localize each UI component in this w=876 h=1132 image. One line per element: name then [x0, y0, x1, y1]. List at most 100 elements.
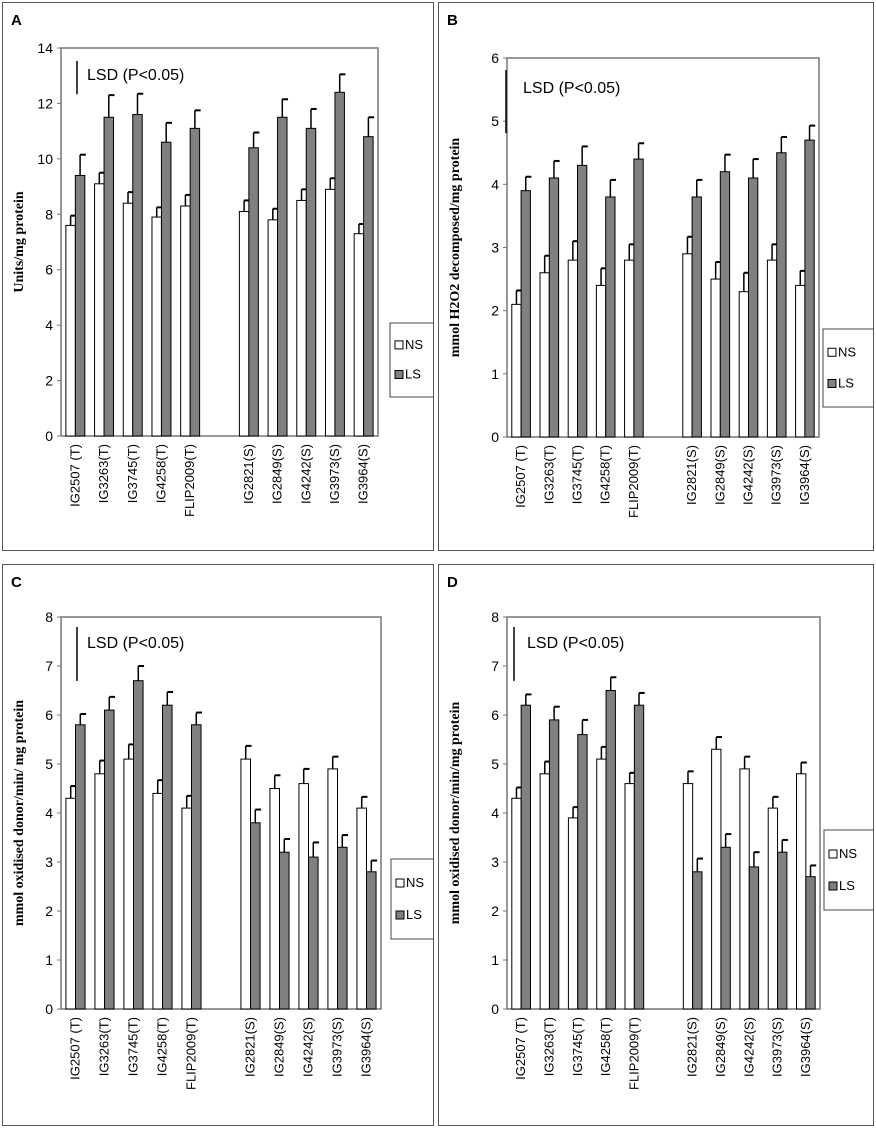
panel-c-ytick-label: 1 [45, 952, 53, 968]
panel-c: C 0 1 2 3 4 5 6 7 8 mmol oxidised donor/min/ mg pr… [2, 564, 434, 1126]
panel-b-ls-bar [691, 196, 702, 438]
panel-a-ytick-label: 0 [45, 428, 53, 444]
panel-b-ytick-label: 4 [491, 176, 499, 192]
panel-d-lsd-annotation: LSD (P<0.05) [527, 635, 624, 652]
panel-a-ns-bar [238, 211, 250, 437]
panel-a-y-axis-title: Units/mg protein [12, 191, 27, 292]
panel-c-ns-bar [152, 792, 163, 1010]
panel-c-ls-bar [308, 856, 319, 1010]
panel-b-ls-bar [633, 158, 644, 438]
panel-b-ls-bar [605, 196, 616, 438]
panel-a-ls-bar [132, 114, 143, 437]
panel-d-category-label: IG4258(T) [598, 1017, 613, 1076]
panel-d-ns-bar [511, 797, 522, 1010]
panel-d-chart: D 0 1 2 3 4 5 6 7 8 mmol oxidised donor/min/mg pro… [447, 574, 873, 1090]
panel-c-ls-bar [191, 724, 202, 1010]
panel-a-ns-bar [122, 202, 134, 437]
panel-d-ls-bar [777, 851, 788, 1010]
panel-c-ls-bar [250, 822, 261, 1010]
panel-d-category-label: IG3745(T) [570, 1017, 585, 1076]
panel-b-ns-bar [567, 259, 578, 438]
panel-a-ls-bar [334, 91, 345, 437]
panel-d-ytick-label: 4 [491, 805, 499, 821]
panel-c-ls-bar [162, 704, 173, 1010]
panel-c-ls-bar [337, 846, 348, 1010]
panel-c-category-label: IG4258(T) [155, 1017, 170, 1076]
panel-b-ns-bar [595, 284, 607, 438]
panel-c-legend-swatch-ls [395, 910, 405, 920]
panel-d-y-axis-title: mmol oxidised donor/min/mg protein [448, 701, 463, 924]
panel-a-legend-swatch-ns [394, 340, 404, 350]
panel-a-ytick-label: 10 [37, 151, 53, 167]
panel-d-ns-bar [796, 773, 807, 1010]
panel-d-category-label: IG4242(S) [741, 1017, 756, 1077]
panel-a: A 0 2 4 6 8 10 12 14 Units/mg protein IG2507 (T) IG… [2, 2, 434, 551]
panel-a-category-label: IG3263(T) [96, 444, 111, 503]
panel-c-ls-bar [75, 724, 86, 1010]
panel-a-legend-label-ls: LS [405, 367, 421, 382]
panel-b-legend-swatch-ls [827, 379, 837, 388]
panel-c-ns-bar [65, 797, 76, 1010]
panel-a-ns-bar [353, 233, 365, 437]
panel-a-ns-bar [151, 216, 162, 437]
panel-c-category-label: IG2507 (T) [68, 1017, 83, 1080]
panel-c-ls-bar [366, 871, 377, 1010]
panel-d-ns-bar [767, 807, 779, 1010]
panel-b-category-label: IG3745(T) [570, 445, 585, 504]
panel-d-legend-swatch-ns [828, 849, 838, 859]
panel-c-ytick-label: 5 [45, 756, 53, 772]
panel-a-category-label: IG4242(S) [298, 444, 313, 504]
panel-c-ns-bar [298, 783, 309, 1010]
panel-d-legend: NS LS [823, 829, 873, 911]
panel-a-legend-label-ns: NS [405, 337, 423, 352]
panel-c-legend-label-ns: NS [406, 875, 424, 890]
panel-c-category-label: IG4242(S) [301, 1017, 316, 1077]
panel-b-ns-bar [738, 291, 749, 438]
panel-a-category-label: FLIP2009(T) [182, 444, 197, 517]
panel-a-ns-bar [65, 224, 76, 437]
panel-d-ns-bar [539, 773, 550, 1010]
panel-c-letter: C [11, 574, 22, 591]
panel-b-letter: B [447, 12, 458, 29]
panel-d-ls-bar [520, 704, 531, 1010]
panel-b-ns-bar [624, 259, 635, 438]
panel-b-chart: B 0 1 2 3 4 5 6 mmol H2O2 decomposed/mg protein I… [447, 12, 873, 518]
panel-d-ytick-label: 7 [491, 658, 499, 674]
panel-b-ls-bar [719, 171, 731, 438]
panel-c-ls-bar [104, 709, 115, 1010]
panel-b-ytick-label: 6 [491, 50, 499, 66]
panel-a-ytick-label: 4 [45, 317, 53, 333]
panel-b-ytick-label: 3 [491, 240, 499, 256]
panel-b-ytick-label: 1 [491, 366, 499, 382]
panel-d-ns-bar [624, 783, 635, 1010]
panel-a-ytick-label: 8 [45, 206, 53, 222]
panel-a-ns-bar [94, 183, 105, 437]
panel-a-ls-bar [103, 116, 115, 437]
panel-b-y-axis-title: mmol H2O2 decomposed/mg protein [448, 138, 463, 358]
panel-b-legend-label-ls: LS [838, 376, 854, 391]
panel-a-ls-bar [74, 174, 86, 437]
panel-c-ns-bar [269, 788, 280, 1010]
panel-b-ns-bar [795, 284, 806, 438]
panel-d-ls-bar [633, 704, 645, 1010]
panel-b-category-label: IG2849(S) [712, 445, 727, 505]
panel-b-ns-bar [682, 253, 693, 438]
panel-b-ytick-label: 2 [491, 303, 499, 319]
panel-a-legend-swatch-ls [394, 370, 404, 379]
panel-a-ytick-label: 6 [45, 262, 53, 278]
panel-d-letter: D [447, 574, 458, 591]
panel-d-category-label: IG2507 (T) [513, 1017, 528, 1080]
panel-a-category-label: IG3745(T) [125, 444, 140, 503]
panel-b-ns-bar [539, 272, 550, 438]
panel-c-legend-label-ls: LS [406, 907, 422, 922]
panel-a-ls-bar [160, 141, 172, 437]
panel-d-ytick-label: 6 [491, 707, 499, 723]
panel-b-ls-bar [520, 190, 531, 438]
panel-d-ls-bar [577, 734, 588, 1010]
panel-c-legend-swatch-ns [395, 878, 405, 888]
panel-d-ytick-label: 0 [491, 1001, 499, 1017]
panel-c-ls-bar [133, 680, 144, 1010]
panel-c-legend-box [390, 858, 433, 940]
panel-b-legend-swatch-ns [827, 347, 837, 357]
panel-b-ytick-label: 5 [491, 113, 499, 129]
